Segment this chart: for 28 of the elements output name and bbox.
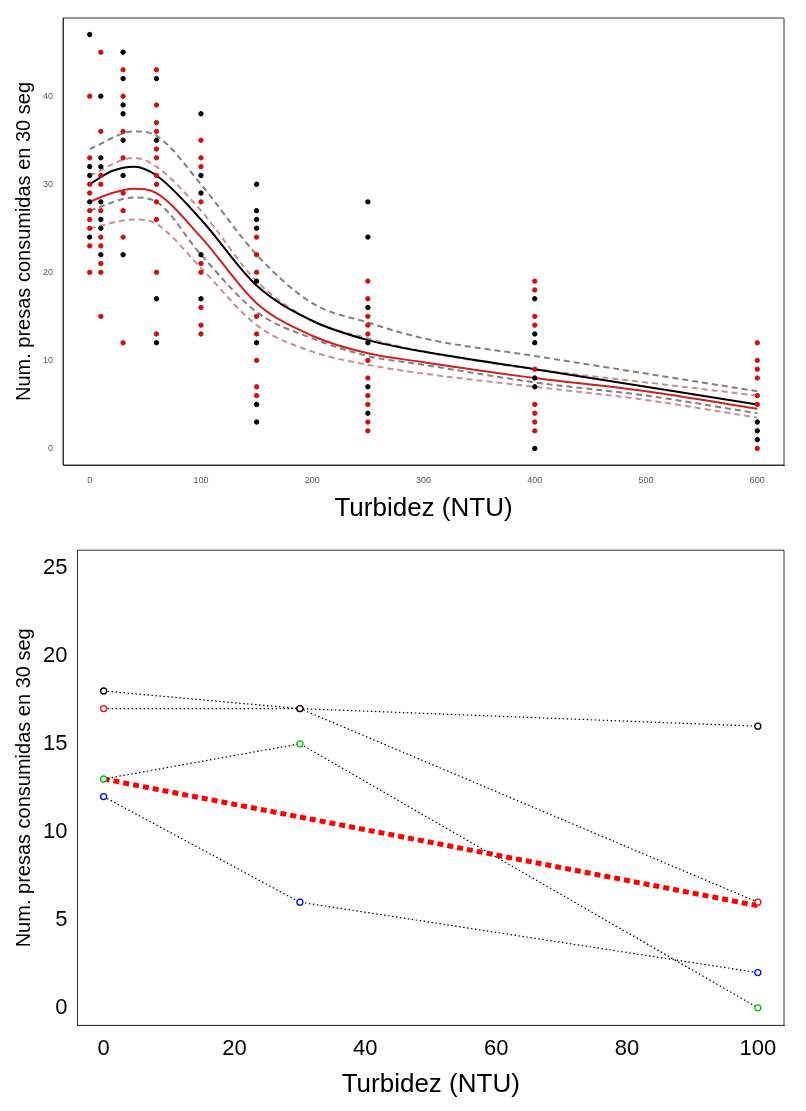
y-tick-label: 15 xyxy=(42,729,68,755)
y-tick-label: 0 xyxy=(55,993,68,1019)
y-tick-label: 25 xyxy=(42,553,68,579)
x-tick-label: 80 xyxy=(614,1034,640,1060)
y-axis-title: Num. presas consumidas en 30 seg xyxy=(11,628,34,948)
x-tick-label: 0 xyxy=(87,474,93,485)
x-tick-label: 600 xyxy=(749,474,765,485)
y-tick-label: 20 xyxy=(43,266,54,277)
y-tick-label: 30 xyxy=(43,178,54,189)
y-tick-label: 10 xyxy=(43,354,54,365)
y-tick-label: 20 xyxy=(42,641,68,667)
y-tick-label: 10 xyxy=(42,817,68,843)
x-tick-label: 200 xyxy=(304,474,320,485)
x-tick-label: 500 xyxy=(638,474,654,485)
x-tick-label: 60 xyxy=(483,1034,509,1060)
x-tick-label: 400 xyxy=(527,474,543,485)
y-tick-label: 5 xyxy=(55,905,68,931)
x-tick-label: 20 xyxy=(222,1034,247,1060)
x-axis-title: Turbidez (NTU) xyxy=(341,1067,520,1098)
y-axis-title: Num. presas consumidas en 30 seg xyxy=(11,81,34,402)
x-tick-label: 100 xyxy=(739,1034,777,1060)
y-tick-label: 40 xyxy=(43,90,54,101)
x-tick-label: 0 xyxy=(97,1034,110,1060)
y-tick-label: 0 xyxy=(48,442,54,453)
x-tick-label: 300 xyxy=(415,474,432,485)
x-axis-title: Turbidez (NTU) xyxy=(334,491,513,522)
x-tick-label: 40 xyxy=(353,1034,378,1060)
x-tick-label: 100 xyxy=(193,474,209,485)
